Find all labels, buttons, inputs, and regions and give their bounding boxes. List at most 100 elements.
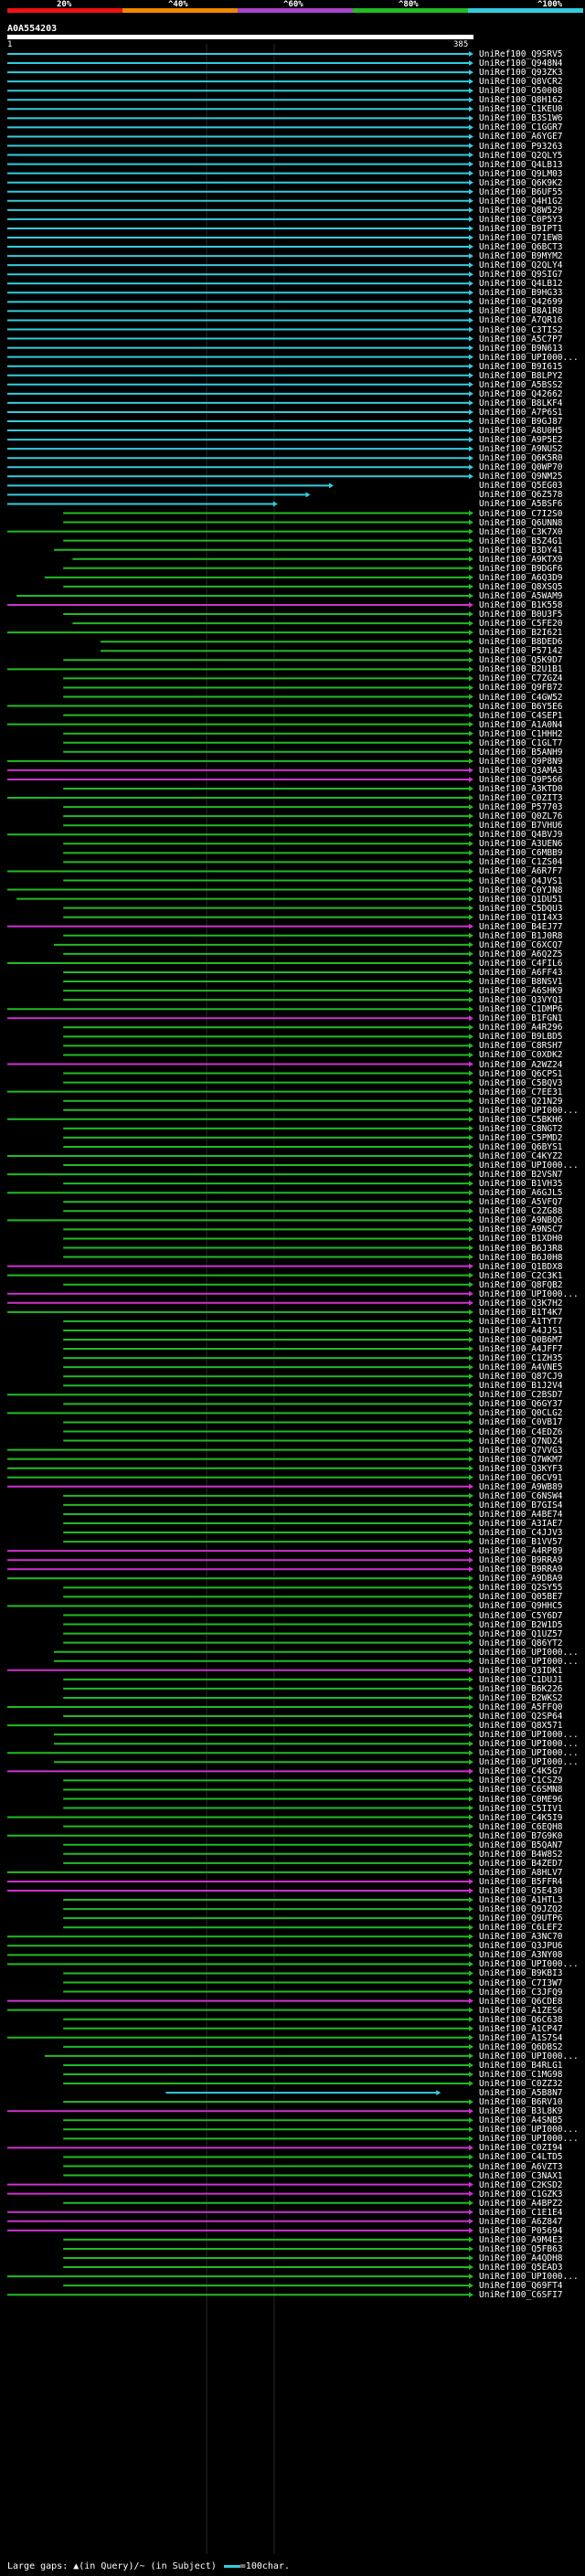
hit-label-link[interactable]: UniRef100_Q9UTP6 xyxy=(479,1913,563,1924)
hit-row[interactable] xyxy=(54,1759,473,1765)
hit-label-link[interactable]: UniRef100_B1VV57 xyxy=(479,1537,563,1548)
hit-row[interactable] xyxy=(7,1961,473,1967)
hit-row[interactable] xyxy=(7,1061,473,1067)
hit-row[interactable] xyxy=(63,1841,473,1848)
hit-label-link[interactable]: UniRef100_Q6K9K2 xyxy=(479,177,563,188)
hit-row[interactable] xyxy=(7,372,473,378)
hit-row[interactable] xyxy=(63,1621,473,1627)
hit-label-link[interactable]: UniRef100_Q0B6M7 xyxy=(479,1335,563,1345)
hit-label-link[interactable]: UniRef100_A5WAM9 xyxy=(479,590,563,601)
hit-label-link[interactable]: UniRef100_UPI000... xyxy=(479,1161,579,1171)
hit-label-link[interactable]: UniRef100_Q6DBS2 xyxy=(479,2041,563,2052)
hit-label-link[interactable]: UniRef100_A6GJL5 xyxy=(479,1188,563,1199)
hit-row[interactable] xyxy=(7,381,473,387)
hit-row[interactable] xyxy=(7,2218,473,2224)
hit-row[interactable] xyxy=(63,2163,473,2169)
hit-row[interactable] xyxy=(63,1143,473,1150)
hit-row[interactable] xyxy=(63,2154,473,2160)
hit-row[interactable] xyxy=(7,1272,473,1278)
hit-label-link[interactable]: UniRef100_A4R296 xyxy=(479,1023,563,1034)
hit-row[interactable] xyxy=(63,859,473,865)
hit-label-link[interactable]: UniRef100_C0VB17 xyxy=(479,1417,563,1428)
hit-label-link[interactable]: UniRef100_C5FE20 xyxy=(479,619,563,630)
hit-label-link[interactable]: UniRef100_Q6CPS1 xyxy=(479,1068,563,1079)
hit-label-link[interactable]: UniRef100_B8DED6 xyxy=(479,637,563,648)
hit-label-link[interactable]: UniRef100_A6VZT3 xyxy=(479,2161,563,2172)
hit-row[interactable] xyxy=(63,1125,473,1131)
hit-label-link[interactable]: UniRef100_C0P5Y3 xyxy=(479,214,563,225)
hit-label-link[interactable]: UniRef100_B6RV10 xyxy=(479,2097,563,2108)
hit-row[interactable] xyxy=(7,1309,473,1315)
hit-row[interactable] xyxy=(63,841,473,847)
hit-row[interactable] xyxy=(63,905,473,911)
hit-label-link[interactable]: UniRef100_A4JFF7 xyxy=(479,1344,563,1355)
hit-label-link[interactable]: UniRef100_B9N613 xyxy=(479,343,563,354)
hit-row[interactable] xyxy=(63,1530,473,1536)
hit-row[interactable] xyxy=(7,767,473,773)
hit-row[interactable] xyxy=(7,2292,473,2298)
hit-row[interactable] xyxy=(63,1639,473,1646)
hit-row[interactable] xyxy=(63,2236,473,2242)
hit-row[interactable] xyxy=(7,1190,473,1196)
hit-row[interactable] xyxy=(63,1676,473,1682)
hit-row[interactable] xyxy=(54,941,473,948)
hit-row[interactable] xyxy=(63,1070,473,1076)
hit-label-link[interactable]: UniRef100_A8HLV7 xyxy=(479,1867,563,1878)
hit-label-link[interactable]: UniRef100_Q9FB72 xyxy=(479,683,563,694)
hit-label-link[interactable]: UniRef100_Q3IDK1 xyxy=(479,1665,563,1676)
hit-label-link[interactable]: UniRef100_A1TYT7 xyxy=(479,1316,563,1327)
hit-row[interactable] xyxy=(63,997,473,1003)
hit-label-link[interactable]: UniRef100_C7EE31 xyxy=(479,1087,563,1097)
hit-row[interactable] xyxy=(7,1447,473,1453)
hit-row[interactable] xyxy=(63,822,473,829)
hit-label-link[interactable]: UniRef100_B3S1W6 xyxy=(479,113,563,124)
hit-row[interactable] xyxy=(7,630,473,636)
hit-row[interactable] xyxy=(7,1557,473,1564)
hit-label-link[interactable]: UniRef100_C4FIL6 xyxy=(479,958,563,969)
hit-label-link[interactable]: UniRef100_B9DGF6 xyxy=(479,563,563,574)
hit-label-link[interactable]: UniRef100_B0U3F5 xyxy=(479,610,563,620)
hit-label-link[interactable]: UniRef100_Q9SRV5 xyxy=(479,49,563,59)
hit-row[interactable] xyxy=(63,1786,473,1793)
hit-row[interactable] xyxy=(63,1694,473,1701)
hit-label-link[interactable]: UniRef100_C5DQU3 xyxy=(479,903,563,914)
hit-row[interactable] xyxy=(7,1483,473,1489)
hit-label-link[interactable]: UniRef100_A6SHK9 xyxy=(479,986,563,997)
hit-row[interactable] xyxy=(63,1612,473,1618)
hit-row[interactable] xyxy=(7,1832,473,1839)
hit-label-link[interactable]: UniRef100_B8LKF4 xyxy=(479,398,563,408)
hit-label-link[interactable]: UniRef100_B1XDH0 xyxy=(479,1234,563,1245)
hit-label-link[interactable]: UniRef100_Q0WP70 xyxy=(479,462,563,473)
hit-label-link[interactable]: UniRef100_B6K226 xyxy=(479,1683,563,1694)
hit-label-link[interactable]: UniRef100_B4EJ77 xyxy=(479,921,563,932)
hit-label-link[interactable]: UniRef100_Q6UNN8 xyxy=(479,517,563,528)
hit-label-link[interactable]: UniRef100_B9GJ87 xyxy=(479,417,563,427)
hit-row[interactable] xyxy=(7,152,473,158)
hit-label-link[interactable]: UniRef100_C7ZGZ4 xyxy=(479,673,563,684)
hit-row[interactable] xyxy=(63,1585,473,1591)
hit-row[interactable] xyxy=(16,896,473,902)
hit-label-link[interactable]: UniRef100_Q93ZK3 xyxy=(479,68,563,79)
hit-label-link[interactable]: UniRef100_C4SEP1 xyxy=(479,710,563,721)
hit-label-link[interactable]: UniRef100_UPI000... xyxy=(479,1288,579,1299)
hit-label-link[interactable]: UniRef100_C2ZG88 xyxy=(479,1206,563,1217)
hit-label-link[interactable]: UniRef100_UPI000... xyxy=(479,2272,579,2283)
hit-row[interactable] xyxy=(7,1465,473,1471)
hit-label-link[interactable]: UniRef100_C6LEF2 xyxy=(479,1923,563,1934)
hit-label-link[interactable]: UniRef100_Q6GY37 xyxy=(479,1399,563,1410)
hit-row[interactable] xyxy=(7,1456,473,1462)
hit-label-link[interactable]: UniRef100_Q9P8N9 xyxy=(479,756,563,767)
hit-row[interactable] xyxy=(7,79,473,85)
hit-label-link[interactable]: UniRef100_B1K558 xyxy=(479,600,563,610)
hit-label-link[interactable]: UniRef100_C1ZS04 xyxy=(479,857,563,868)
hit-label-link[interactable]: UniRef100_B1FGN1 xyxy=(479,1013,563,1024)
hit-label-link[interactable]: UniRef100_Q948N4 xyxy=(479,58,563,69)
hit-row[interactable] xyxy=(63,1097,473,1104)
hit-row[interactable] xyxy=(7,2034,473,2041)
hit-row[interactable] xyxy=(7,464,473,471)
hit-label-link[interactable]: UniRef100_A6YGE7 xyxy=(479,132,563,143)
hit-row[interactable] xyxy=(7,1006,473,1012)
hit-label-link[interactable]: UniRef100_A4BE74 xyxy=(479,1509,563,1520)
hit-row[interactable] xyxy=(63,675,473,682)
hit-row[interactable] xyxy=(7,1575,473,1582)
